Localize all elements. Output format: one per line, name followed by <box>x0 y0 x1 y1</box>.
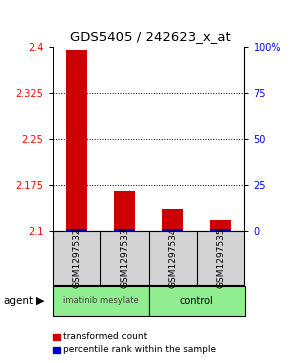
Bar <box>66 229 87 231</box>
Bar <box>162 209 183 231</box>
Bar <box>210 220 231 231</box>
Bar <box>114 191 135 231</box>
Text: transformed count: transformed count <box>63 333 147 341</box>
Text: GSM1297533: GSM1297533 <box>120 228 129 289</box>
Text: control: control <box>180 296 213 306</box>
Text: GSM1297532: GSM1297532 <box>72 228 81 288</box>
Text: GDS5405 / 242623_x_at: GDS5405 / 242623_x_at <box>70 30 230 43</box>
Text: ▶: ▶ <box>36 296 45 306</box>
Bar <box>210 229 231 231</box>
Text: imatinib mesylate: imatinib mesylate <box>63 297 138 305</box>
Bar <box>114 229 135 231</box>
Text: GSM1297535: GSM1297535 <box>216 228 225 289</box>
Bar <box>66 50 87 231</box>
Text: GSM1297534: GSM1297534 <box>168 228 177 288</box>
Bar <box>162 229 183 231</box>
Text: agent: agent <box>3 296 33 306</box>
Text: percentile rank within the sample: percentile rank within the sample <box>63 346 216 354</box>
